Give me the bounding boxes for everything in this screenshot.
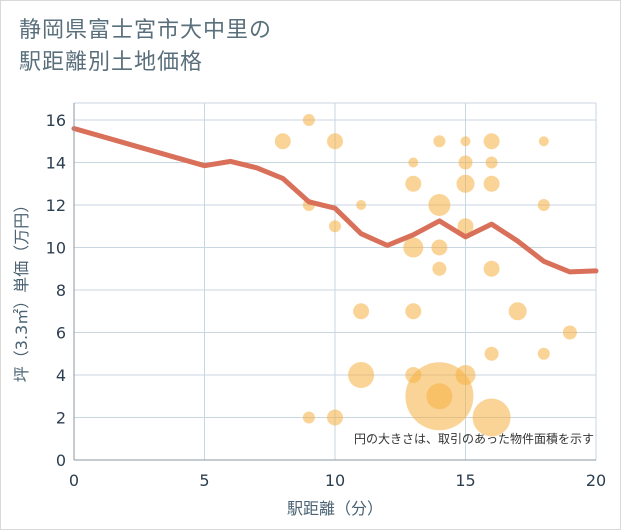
chart-title-line1: 静岡県富士宮市大中里の	[19, 18, 273, 43]
bubble-point	[353, 303, 370, 320]
bubble-point	[426, 383, 453, 410]
x-tick-label: 20	[586, 471, 606, 490]
bubble-point	[431, 239, 448, 256]
bubble-point	[327, 133, 343, 150]
bubble-point	[562, 325, 577, 340]
x-tick-label: 15	[455, 471, 475, 490]
y-tick-label: 4	[56, 366, 66, 385]
y-axis-label: 坪（3.3㎡）単価（万円）	[12, 197, 31, 382]
bubble-point	[403, 237, 424, 258]
y-tick-label: 2	[56, 409, 66, 428]
chart-title-line2: 駅距離別土地価格	[19, 50, 204, 75]
chart-title: 静岡県富士宮市大中里の 駅距離別土地価格	[19, 15, 272, 79]
bubble-point	[456, 174, 475, 193]
bubble-point	[274, 133, 291, 150]
bubble-point	[329, 220, 341, 233]
bubble-point	[485, 156, 498, 169]
bubble-point	[433, 135, 446, 148]
bubble-point	[484, 346, 499, 361]
grid-lines	[74, 102, 597, 460]
bubble-point	[458, 155, 473, 170]
bubble-point	[408, 157, 419, 168]
bubble-point	[460, 136, 471, 147]
x-tick-label: 0	[69, 471, 79, 490]
bubble-point	[432, 261, 447, 276]
bubble-point	[483, 133, 500, 150]
bubble-point	[457, 218, 474, 235]
line-layer	[71, 126, 599, 275]
bubble-point	[302, 114, 315, 126]
bubble-point	[472, 398, 511, 437]
bubble-point	[405, 175, 422, 192]
bubble-point	[538, 136, 549, 147]
bubble-point	[483, 175, 500, 192]
tick-labels: 0 5 10 15 20 0 2 4 6 8 10 12 14 16	[46, 111, 607, 490]
bubble-point	[537, 347, 550, 360]
bubble-layer	[274, 114, 577, 437]
bubble-point	[356, 200, 367, 210]
bubble-point	[508, 302, 527, 321]
bubble-point	[405, 303, 422, 320]
axes	[73, 103, 596, 461]
bubble-size-note: 円の大きさは、取引のあった物件面積を示す	[354, 431, 594, 446]
bubble-point	[483, 260, 500, 277]
bubble-point	[327, 409, 343, 426]
y-tick-label: 10	[46, 239, 66, 258]
x-tick-label: 10	[325, 471, 345, 490]
x-axis-label: 駅距離（分）	[287, 499, 383, 518]
y-tick-label: 12	[46, 196, 66, 215]
y-tick-label: 16	[46, 111, 66, 130]
y-tick-label: 8	[56, 281, 66, 300]
bubble-point	[428, 194, 451, 216]
bubble-point	[537, 199, 550, 211]
average-price-line	[71, 126, 599, 275]
y-tick-label: 14	[46, 154, 66, 173]
bubble-point	[302, 411, 315, 424]
y-tick-label: 6	[56, 324, 66, 343]
x-tick-label: 5	[199, 471, 209, 490]
y-tick-label: 0	[56, 451, 66, 470]
bubble-point	[348, 362, 375, 388]
